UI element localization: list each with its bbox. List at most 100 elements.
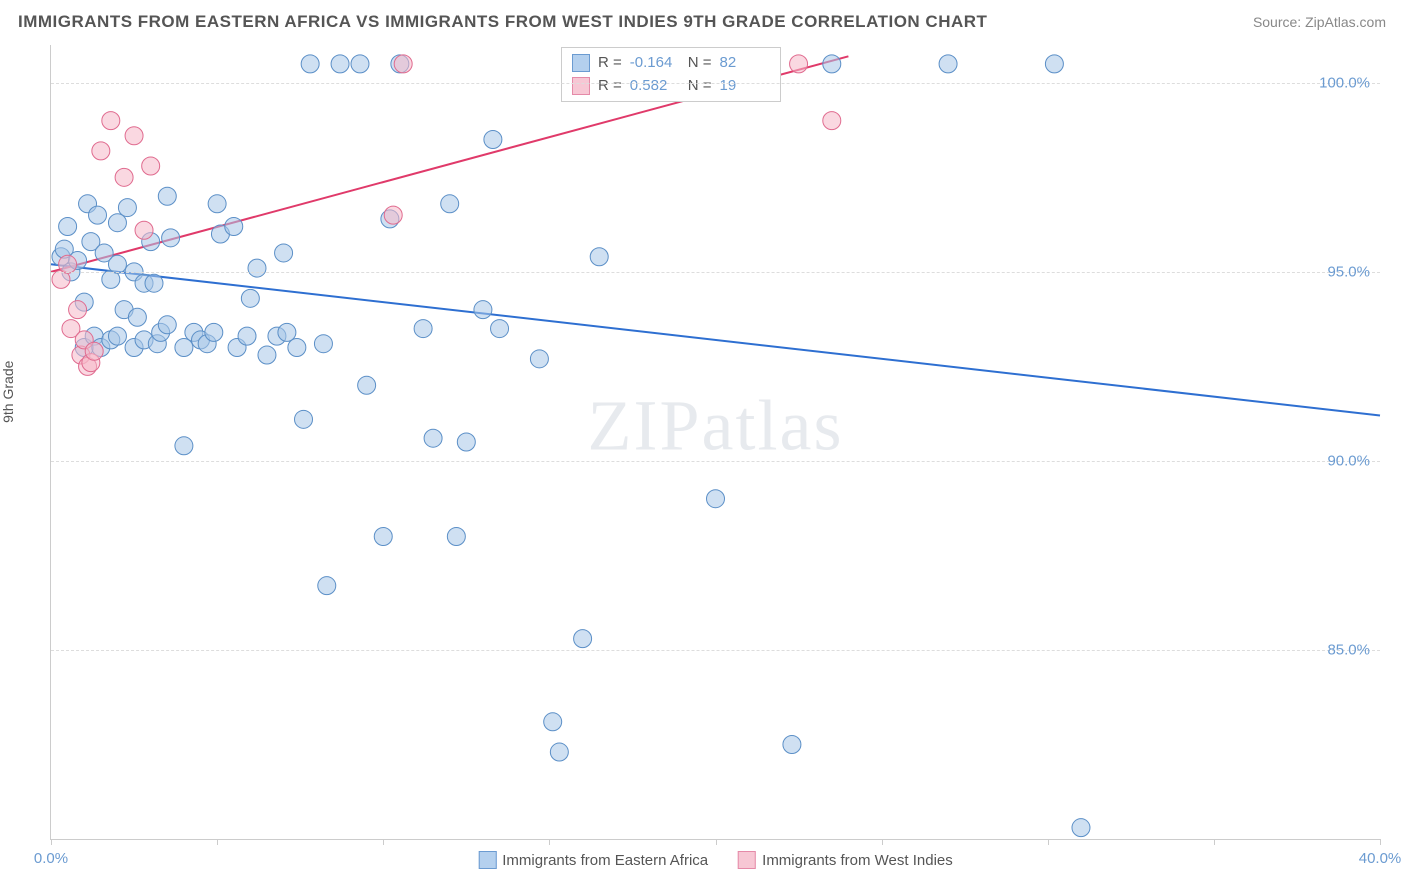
data-point [115,168,133,186]
data-point [59,255,77,273]
data-point [318,577,336,595]
data-point [351,55,369,73]
stat-r-val-2: 0.582 [630,75,680,98]
source-label: Source: [1253,14,1301,30]
data-point [590,248,608,266]
grid-line [51,272,1380,273]
data-point [414,320,432,338]
data-point [102,112,120,130]
y-tick-label: 95.0% [1327,263,1370,280]
stats-swatch-2 [572,77,590,95]
data-point [707,490,725,508]
data-point [491,320,509,338]
data-point [248,259,266,277]
data-point [823,55,841,73]
legend-item-2: Immigrants from West Indies [738,851,953,869]
chart-title: IMMIGRANTS FROM EASTERN AFRICA VS IMMIGR… [18,12,987,32]
data-point [85,342,103,360]
data-point [424,429,442,447]
data-point [530,350,548,368]
data-point [241,289,259,307]
data-point [484,131,502,149]
data-point [394,55,412,73]
y-tick-label: 90.0% [1327,452,1370,469]
data-point [295,410,313,428]
data-point [783,735,801,753]
data-point [301,55,319,73]
stat-r-label-2: R = [598,75,622,98]
stat-n-val-2: 19 [720,75,770,98]
data-point [108,214,126,232]
legend-label-2: Immigrants from West Indies [762,852,953,869]
legend-swatch-1 [478,851,496,869]
data-point [89,206,107,224]
data-point [108,255,126,273]
data-point [331,55,349,73]
data-point [238,327,256,345]
x-tick [549,839,550,845]
data-point [278,323,296,341]
data-point [158,316,176,334]
stats-row-1: R = -0.164 N = 82 [572,52,770,75]
data-point [125,127,143,145]
data-point [474,301,492,319]
y-axis-label: 9th Grade [0,361,16,423]
x-tick [383,839,384,845]
data-point [447,528,465,546]
data-point [1045,55,1063,73]
x-tick [217,839,218,845]
source-attribution: Source: ZipAtlas.com [1253,14,1386,30]
data-point [441,195,459,213]
data-point [374,528,392,546]
stat-r-label-1: R = [598,52,622,75]
data-point [158,187,176,205]
grid-line [51,83,1380,84]
plot-svg [51,45,1380,839]
x-tick-label: 0.0% [34,850,68,867]
stats-swatch-1 [572,54,590,72]
grid-line [51,461,1380,462]
data-point [92,142,110,160]
data-point [118,199,136,217]
y-tick-label: 100.0% [1319,74,1370,91]
data-point [135,221,153,239]
data-point [939,55,957,73]
data-point [142,157,160,175]
data-point [544,713,562,731]
data-point [574,630,592,648]
x-tick [1380,839,1381,845]
data-point [823,112,841,130]
stat-n-label-2: N = [688,75,712,98]
y-tick-label: 85.0% [1327,641,1370,658]
stat-n-label-1: N = [688,52,712,75]
stats-row-2: R = 0.582 N = 19 [572,75,770,98]
stat-r-val-1: -0.164 [630,52,680,75]
data-point [59,217,77,235]
data-point [128,308,146,326]
data-point [162,229,180,247]
data-point [205,323,223,341]
x-tick [1048,839,1049,845]
data-point [275,244,293,262]
data-point [69,301,87,319]
x-tick [51,839,52,845]
grid-line [51,650,1380,651]
x-tick [716,839,717,845]
x-tick-label: 40.0% [1359,850,1402,867]
data-point [550,743,568,761]
data-point [175,338,193,356]
data-point [108,327,126,345]
data-point [358,376,376,394]
data-point [790,55,808,73]
data-point [1072,819,1090,837]
plot-area: ZIPatlas R = -0.164 N = 82 R = 0.582 N =… [50,45,1380,840]
x-tick [1214,839,1215,845]
x-tick [882,839,883,845]
data-point [208,195,226,213]
legend-swatch-2 [738,851,756,869]
stats-box: R = -0.164 N = 82 R = 0.582 N = 19 [561,47,781,102]
source-value: ZipAtlas.com [1305,14,1386,30]
stat-n-val-1: 82 [720,52,770,75]
data-point [384,206,402,224]
data-point [145,274,163,292]
